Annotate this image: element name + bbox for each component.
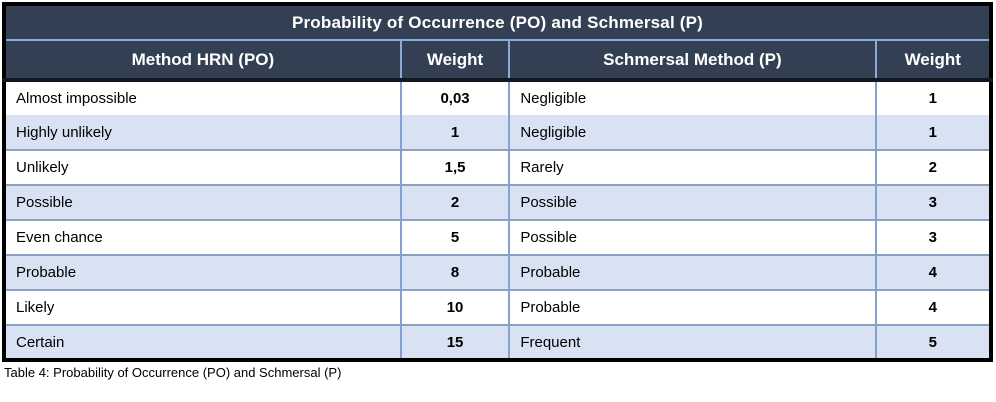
schmersal-weight-cell: 3 — [874, 184, 991, 220]
hrn-weight-cell: 15 — [399, 324, 510, 360]
hrn-weight-cell: 0,03 — [399, 80, 510, 115]
schmersal-weight-cell: 4 — [874, 254, 991, 290]
table-row: Likely 10 Probable 4 — [4, 289, 991, 325]
schmersal-weight-cell: 5 — [874, 324, 991, 360]
schmersal-weight-cell: 2 — [874, 149, 991, 185]
hrn-weight-cell: 10 — [399, 289, 510, 325]
schmersal-weight-cell: 1 — [874, 115, 991, 150]
column-header-hrn-weight: Weight — [399, 40, 510, 82]
hrn-weight-cell: 8 — [399, 254, 510, 290]
method-hrn-cell: Possible — [4, 184, 401, 220]
schmersal-method-cell: Possible — [508, 184, 876, 220]
table-row: Unlikely 1,5 Rarely 2 — [4, 149, 991, 185]
method-hrn-cell: Almost impossible — [4, 80, 401, 115]
schmersal-weight-cell: 1 — [874, 80, 991, 115]
hrn-weight-cell: 2 — [399, 184, 510, 220]
method-hrn-cell: Likely — [4, 289, 401, 325]
method-hrn-cell: Probable — [4, 254, 401, 290]
schmersal-method-cell: Negligible — [508, 115, 876, 150]
table-row: Highly unlikely 1 Negligible 1 — [4, 115, 991, 150]
table-title-row: Probability of Occurrence (PO) and Schme… — [4, 4, 991, 41]
column-header-schmersal-weight: Weight — [874, 40, 991, 82]
table-title: Probability of Occurrence (PO) and Schme… — [4, 4, 991, 41]
hrn-weight-cell: 1,5 — [399, 149, 510, 185]
schmersal-weight-cell: 4 — [874, 289, 991, 325]
table-caption: Table 4: Probability of Occurrence (PO) … — [4, 365, 342, 380]
table-row: Possible 2 Possible 3 — [4, 184, 991, 220]
schmersal-method-cell: Frequent — [508, 324, 876, 360]
method-hrn-cell: Highly unlikely — [4, 115, 401, 150]
schmersal-weight-cell: 3 — [874, 219, 991, 255]
method-hrn-cell: Certain — [4, 324, 401, 360]
method-hrn-cell: Unlikely — [4, 149, 401, 185]
column-header-schmersal-method: Schmersal Method (P) — [508, 40, 876, 82]
column-header-method-hrn-po: Method HRN (PO) — [4, 40, 401, 82]
schmersal-method-cell: Rarely — [508, 149, 876, 185]
hrn-weight-cell: 1 — [399, 115, 510, 150]
schmersal-method-cell: Possible — [508, 219, 876, 255]
schmersal-method-cell: Probable — [508, 289, 876, 325]
method-hrn-cell: Even chance — [4, 219, 401, 255]
table-row: Almost impossible 0,03 Negligible 1 — [4, 80, 991, 115]
table-row: Probable 8 Probable 4 — [4, 254, 991, 290]
schmersal-method-cell: Negligible — [508, 80, 876, 115]
table-row: Even chance 5 Possible 3 — [4, 219, 991, 255]
schmersal-method-cell: Probable — [508, 254, 876, 290]
table-header-row: Method HRN (PO) Weight Schmersal Method … — [4, 40, 991, 82]
table-row: Certain 15 Frequent 5 — [4, 324, 991, 360]
probability-table: Probability of Occurrence (PO) and Schme… — [2, 2, 993, 362]
hrn-weight-cell: 5 — [399, 219, 510, 255]
